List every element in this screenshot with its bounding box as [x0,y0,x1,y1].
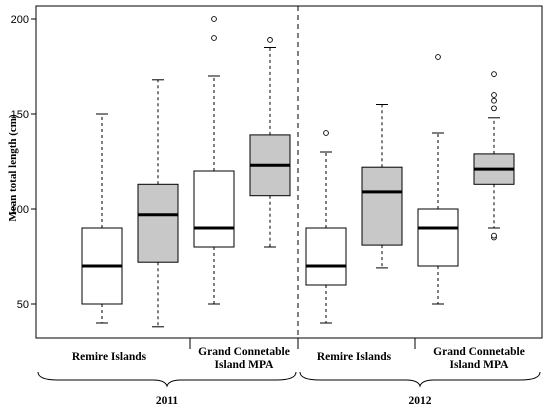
year-label: 2012 [409,395,432,407]
box-body [193,170,235,248]
outlier-point [491,92,497,98]
box-body [361,166,403,246]
outlier-point [211,16,217,22]
year-brace [299,371,541,388]
group-label: Remire Islands [72,351,147,363]
outlier-point [267,37,273,43]
box-1 [81,113,123,324]
box-body [137,183,179,263]
outlier-point [491,97,497,104]
box-7 [417,54,459,305]
boxes [81,16,515,328]
box-body [417,208,459,267]
outlier-point [323,130,329,136]
box-2 [137,79,179,328]
plot-border [35,5,543,339]
outlier-point [491,71,497,77]
group-label: Remire Islands [317,351,392,363]
year-brace [37,371,297,388]
group-label: Island MPA [450,359,510,371]
y-axis-title: Mean total length (cm) [7,114,19,222]
y-tick-label: 100 [11,204,29,216]
group-label: Grand Connetable [198,346,290,358]
outlier-point [211,35,217,41]
box-4 [249,37,291,248]
y-tick-label: 150 [11,109,29,121]
outlier-point [491,232,497,239]
y-tick-label: 200 [11,14,29,26]
y-tick-label: 50 [17,299,29,311]
box-3 [193,16,235,305]
outlier-point [491,105,497,112]
box-6 [361,104,403,269]
box-8 [473,71,515,241]
box-5 [305,130,347,324]
year-label: 2011 [156,395,179,407]
plot-frame [35,5,543,339]
group-label: Grand Connetable [433,346,525,358]
outlier-point [435,54,441,60]
box-body [305,227,347,286]
y-axis: 50 100 150 200 [11,14,36,311]
group-label: Island MPA [215,359,275,371]
